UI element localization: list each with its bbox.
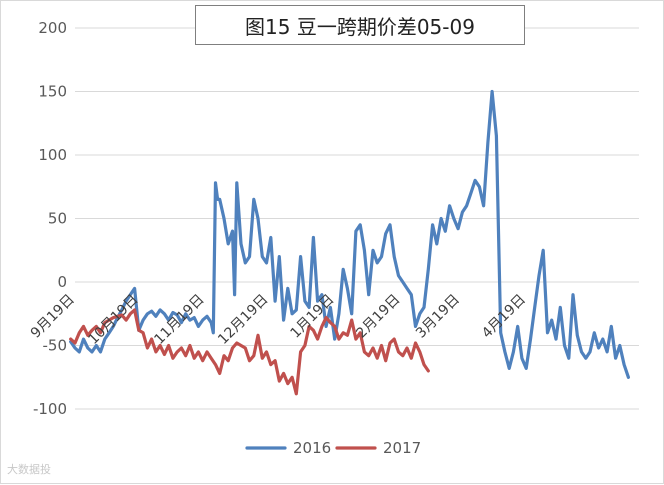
watermark: 大数据投: [7, 463, 51, 476]
legend: 2016 2017: [245, 439, 421, 457]
legend-label: 2016: [293, 439, 331, 457]
series-lines: [69, 89, 630, 396]
x-tick-label: 2月19日: [353, 292, 403, 342]
x-axis-ticks: 9月19日 10月19日 11月19日 12月19日 1月19日 2月19日 3月19日 4月…: [28, 292, 529, 348]
x-tick-label: 11月19日: [151, 292, 207, 348]
series-line-2017: [69, 308, 430, 396]
y-tick-label: -50: [43, 337, 68, 355]
y-tick-label: -100: [33, 400, 67, 418]
x-tick-label: 12月19日: [215, 292, 271, 348]
y-tick-label: 0: [57, 273, 67, 291]
x-tick-label: 1月19日: [287, 292, 337, 342]
x-tick-label: 4月19日: [479, 292, 529, 342]
y-axis-ticks: -100 -50 0 50 100 150 200: [33, 19, 67, 418]
y-tick-label: 150: [38, 83, 67, 101]
x-tick-label: 9月19日: [28, 292, 78, 342]
x-tick-label: 10月19日: [85, 292, 141, 348]
y-tick-label: 50: [48, 210, 67, 228]
gridlines: [75, 27, 639, 410]
chart-title: 图15 豆一跨期价差05-09: [195, 5, 525, 45]
y-tick-label: 100: [38, 146, 67, 164]
y-tick-label: 200: [38, 19, 67, 37]
legend-label: 2017: [383, 439, 421, 457]
series-line-2016: [69, 89, 630, 379]
